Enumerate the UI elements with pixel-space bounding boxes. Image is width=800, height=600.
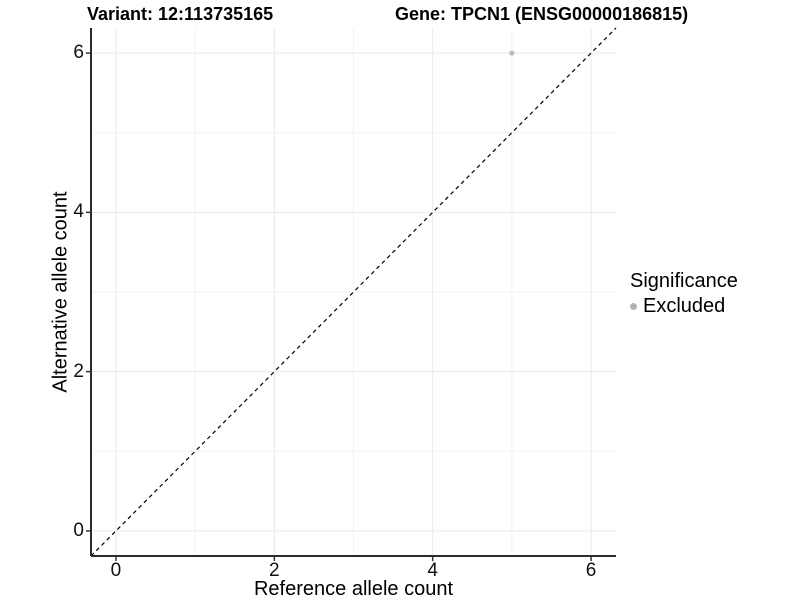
y-tick-label: 4 bbox=[73, 201, 84, 223]
x-tick-label: 2 bbox=[269, 560, 280, 581]
x-tick-label: 0 bbox=[110, 560, 122, 581]
scatter-plot bbox=[86, 27, 617, 561]
y-tick-label: 2 bbox=[73, 360, 84, 382]
y-tick-label: 6 bbox=[73, 42, 84, 64]
data-point bbox=[509, 50, 515, 56]
y-tick-label: 0 bbox=[73, 519, 84, 541]
plot-title-gene: Gene: TPCN1 (ENSG00000186815) bbox=[395, 4, 689, 24]
legend-key-dot-icon bbox=[630, 303, 637, 310]
legend-title: Significance bbox=[630, 270, 738, 292]
plot-title-variant: Variant: 12:113735165 bbox=[87, 4, 274, 24]
y-axis-title: Alternative allele count bbox=[49, 191, 72, 393]
legend-entry: Excluded bbox=[630, 295, 738, 318]
x-tick-label: 4 bbox=[427, 560, 438, 581]
plot-panel bbox=[86, 27, 617, 561]
x-tick-label: 6 bbox=[585, 560, 597, 581]
legend-entry-label: Excluded bbox=[643, 295, 726, 317]
x-axis-title: Reference allele count bbox=[253, 578, 453, 600]
legend: Significance Excluded bbox=[630, 270, 738, 318]
